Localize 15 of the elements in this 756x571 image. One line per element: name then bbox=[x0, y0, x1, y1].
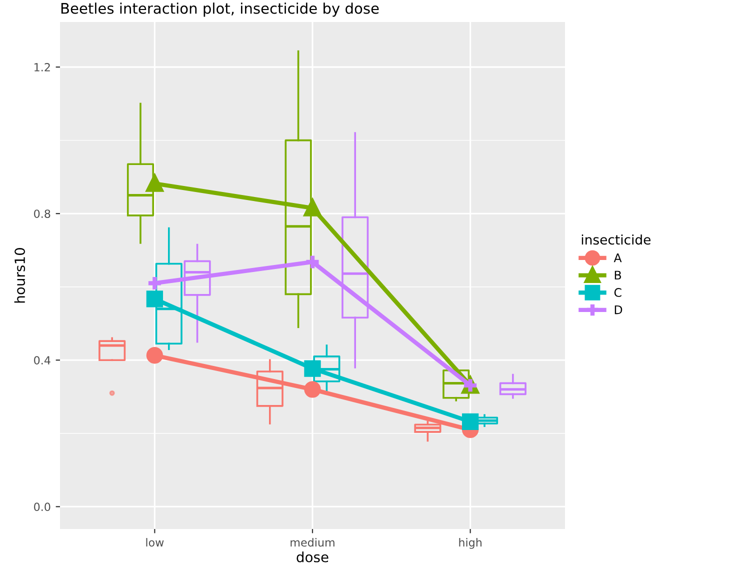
y-tick-label: 0.4 bbox=[34, 356, 50, 364]
legend-label: D bbox=[614, 305, 622, 314]
legend-label: A bbox=[614, 253, 622, 262]
x-tick-label: high bbox=[459, 538, 482, 549]
legend-label: C bbox=[614, 288, 622, 297]
y-tick-label: 1.2 bbox=[34, 63, 50, 72]
legend-label: B bbox=[614, 270, 621, 280]
x-axis-title: dose bbox=[296, 552, 328, 562]
y-tick-label: 0.0 bbox=[34, 502, 50, 512]
x-tick-label: medium bbox=[290, 538, 334, 547]
x-tick-label: low bbox=[146, 538, 164, 547]
legend-title: insecticide bbox=[582, 234, 650, 245]
y-axis-title: hours10 bbox=[14, 248, 26, 303]
chart-title: Beetles interaction plot, insecticide by dose bbox=[61, 2, 379, 17]
y-tick-label: 0.8 bbox=[34, 210, 50, 218]
